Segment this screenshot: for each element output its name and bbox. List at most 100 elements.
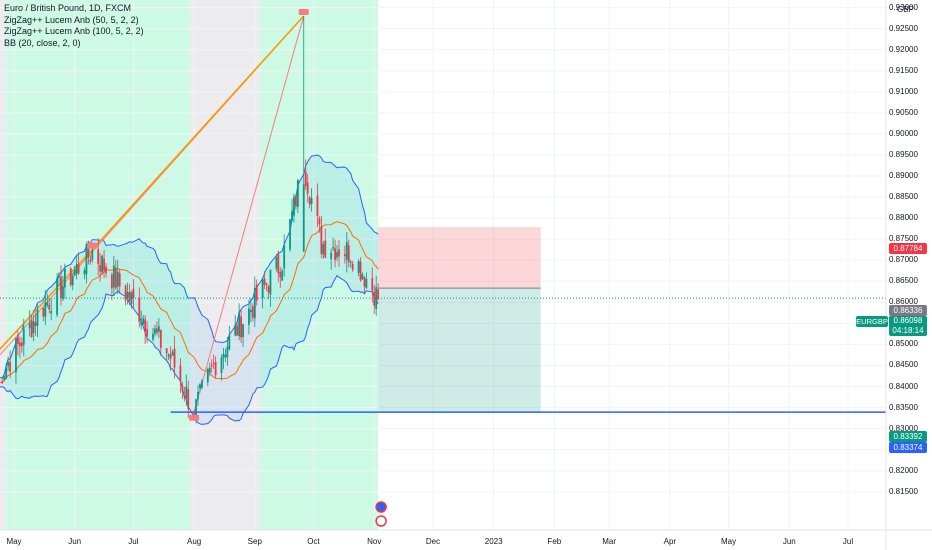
price-axis-label: 0.90000: [889, 128, 918, 138]
bb-upper: [0, 154, 379, 379]
candle-body: [224, 354, 227, 357]
candle-body: [222, 353, 225, 359]
candle-body: [77, 263, 80, 274]
candle-body: [179, 365, 182, 382]
position-reward-zone: [378, 288, 541, 413]
price-axis-label: 0.89000: [889, 171, 918, 180]
time-axis-label: Nov: [367, 537, 382, 546]
candle-body: [249, 309, 252, 313]
candle-body: [242, 324, 244, 338]
candle-body: [110, 274, 113, 289]
position-risk-zone: [378, 227, 541, 289]
candle-body: [228, 335, 231, 350]
time-axis-label: Apr: [663, 537, 677, 546]
legend-title[interactable]: Euro / British Pound, 1D, FXCM: [4, 3, 132, 13]
candle-body: [283, 245, 286, 269]
candle-body: [44, 302, 47, 317]
candle-body: [103, 258, 105, 271]
candle-body: [269, 269, 272, 295]
candle-body: [181, 385, 184, 392]
candle-body: [377, 289, 380, 300]
candle-body: [5, 367, 8, 379]
candle-body: [261, 279, 264, 299]
candle-body: [17, 337, 19, 344]
candle-body: [277, 253, 280, 274]
candle-body: [101, 255, 103, 273]
candle-body: [220, 357, 223, 373]
candle-body: [291, 211, 293, 221]
bb-basis: [0, 221, 379, 383]
candle-body: [289, 219, 291, 250]
candle-body: [75, 264, 78, 274]
chart-legend: Euro / British Pound, 1D, FXCM ZigZag++ …: [4, 3, 144, 49]
candle-body: [214, 362, 217, 376]
price-axis-label: 0.87500: [889, 234, 918, 244]
candle-body: [375, 287, 378, 309]
session-band: [0, 0, 7, 530]
event-icon: [375, 501, 387, 513]
time-axis-label: Mar: [602, 537, 617, 546]
candle-body: [48, 304, 51, 310]
candle-body: [132, 288, 135, 298]
candle-body: [64, 268, 66, 288]
candle-body: [18, 342, 21, 346]
candle-body: [332, 247, 335, 249]
candle-body: [69, 268, 72, 285]
candle-body: [255, 284, 258, 301]
candle-body: [32, 321, 35, 333]
legend-indicator-zigzag-100[interactable]: ZigZag++ Lucem Anb (100, 5, 2, 2): [4, 26, 144, 36]
candle-body: [118, 273, 121, 287]
candle-body: [201, 380, 203, 388]
entry-price-badge: 0.86336: [889, 305, 927, 316]
candle-body: [89, 259, 92, 262]
zigzag-pivot-marker: [87, 242, 98, 249]
stop-price-badge: 0.87784: [889, 243, 927, 254]
zigzag-pivot-marker: [298, 9, 309, 16]
legend-indicator-zigzag-50[interactable]: ZigZag++ Lucem Anb (50, 5, 2, 2): [4, 14, 139, 25]
candle-body: [112, 265, 115, 288]
candle-body: [167, 354, 170, 357]
candle-body: [248, 308, 250, 325]
time-axis-label: Jul: [128, 537, 139, 546]
candle-body: [347, 245, 350, 262]
candle-body: [56, 278, 58, 315]
candle-body: [365, 278, 368, 288]
candle-body: [251, 306, 254, 318]
candle-body: [71, 276, 74, 286]
candle-body: [236, 325, 239, 336]
target-price-badge: 0.83374: [889, 442, 927, 453]
candle-body: [308, 197, 311, 205]
candle-body: [187, 389, 190, 409]
candle-body: [210, 365, 213, 367]
candle-body: [338, 249, 340, 257]
candle-body: [144, 319, 147, 332]
candle-body: [152, 333, 154, 340]
candle-body: [9, 361, 11, 372]
price-axis-label: 0.84500: [889, 360, 918, 370]
candle-body: [373, 291, 376, 306]
candle-body: [165, 348, 168, 354]
legend-indicator-bb[interactable]: BB (20, close, 2, 0): [4, 37, 81, 48]
candle-body: [36, 309, 39, 326]
candle-body: [140, 321, 143, 326]
symbol-badge: EURGBP: [856, 316, 888, 327]
time-axis-label: 2023: [484, 537, 503, 546]
candle-body: [87, 241, 90, 258]
event-icon: [375, 515, 387, 527]
price-axis-label: 0.88500: [889, 192, 918, 202]
candle-body: [263, 278, 266, 285]
time-axis-label: Aug: [186, 537, 202, 546]
candle-body: [267, 286, 270, 293]
candle-body: [138, 298, 141, 322]
candle-body: [212, 363, 215, 365]
time-axis-label: Jul: [842, 537, 854, 546]
candle-body: [361, 274, 364, 279]
candle-body: [157, 326, 160, 332]
countdown-timer: 04:18:14: [892, 326, 924, 335]
candle-body: [20, 342, 23, 347]
candle-body: [253, 287, 256, 319]
candle-body: [293, 196, 295, 216]
candle-body: [97, 249, 100, 264]
price-axis-label: 0.85000: [889, 339, 918, 349]
